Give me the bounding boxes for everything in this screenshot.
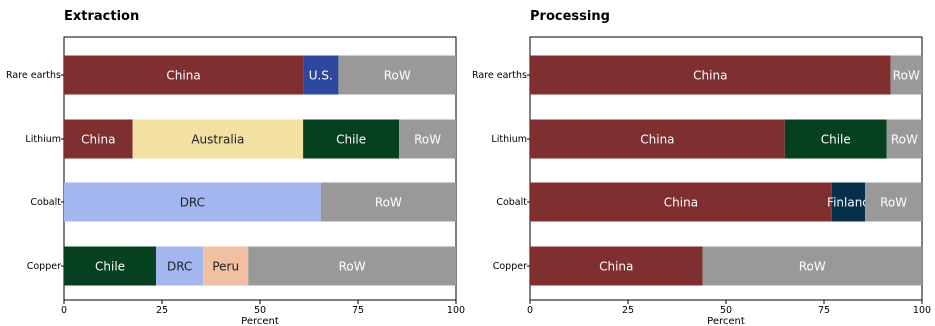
bar-segment-label: Chile <box>95 260 125 274</box>
x-tick-label: 25 <box>622 305 634 316</box>
bar-segment-label: RoW <box>339 260 366 274</box>
bar-segment-label: RoW <box>414 133 441 147</box>
category-labels-processing: Rare earths Lithium Cobalt Copper <box>472 70 527 272</box>
category-label: Lithium <box>491 134 527 145</box>
bars-processing: China RoW China Chile RoW China Finland RoW Chin… <box>527 55 922 286</box>
bar-segment <box>203 246 249 286</box>
bar-segment <box>530 119 785 159</box>
bar-segment <box>64 182 321 222</box>
x-tick-label: 100 <box>913 305 931 316</box>
bar-segment <box>530 246 703 286</box>
x-axis-extraction: 0 25 50 75 100 Percent <box>61 300 465 326</box>
bar-segment <box>886 119 922 159</box>
category-label: Rare earths <box>472 70 527 81</box>
bar-segment <box>831 182 866 222</box>
bar-segment <box>865 182 922 222</box>
x-tick-label: 75 <box>352 305 364 316</box>
bar-segment <box>156 246 204 286</box>
category-labels-extraction: Rare earths Lithium Cobalt Copper <box>6 70 61 272</box>
category-label: Cobalt <box>30 197 61 208</box>
category-label: Rare earths <box>6 70 61 81</box>
x-tick-label: 25 <box>156 305 168 316</box>
bar-segment <box>530 182 832 222</box>
bar-segment <box>64 246 157 286</box>
category-label: Cobalt <box>496 197 527 208</box>
bar-segment <box>64 55 304 95</box>
panel-processing: Processing China RoW China Chile RoW China Fin… <box>472 9 931 326</box>
x-axis-label: Percent <box>241 316 279 326</box>
bar-segment-label: RoW <box>384 69 411 83</box>
bar-segment <box>248 246 456 286</box>
bar-segment <box>338 55 456 95</box>
bar-segment <box>303 55 339 95</box>
bar-segment-label: RoW <box>893 69 920 83</box>
bar-segment-label: Peru <box>212 260 239 274</box>
category-label: Lithium <box>25 134 61 145</box>
bar-segment-label: China <box>81 133 115 147</box>
bar-segment <box>530 55 891 95</box>
bar-segment <box>784 119 887 159</box>
bar-segment-label: China <box>166 69 200 83</box>
x-tick-label: 0 <box>61 305 67 316</box>
bar-segment-label: China <box>599 260 633 274</box>
bar-segment-label: RoW <box>891 133 918 147</box>
bar-segment-label: China <box>640 133 674 147</box>
bar-segment <box>132 119 304 159</box>
bar-segment <box>303 119 400 159</box>
bar-segment-label: China <box>664 196 698 210</box>
bar-segment <box>702 246 922 286</box>
bar-segment <box>64 119 133 159</box>
x-tick-label: 50 <box>720 305 732 316</box>
bar-segment-label: China <box>693 69 727 83</box>
x-tick-label: 50 <box>254 305 266 316</box>
bar-segment <box>399 119 456 159</box>
bar-segment-label: DRC <box>167 260 192 274</box>
bar-segment-label: RoW <box>880 196 907 210</box>
bar-segment-label: DRC <box>180 196 205 210</box>
panel-title-extraction: Extraction <box>64 9 139 24</box>
category-label: Copper <box>493 261 527 272</box>
bar-segment-label: Chile <box>821 133 851 147</box>
bar-segment-label: U.S. <box>309 69 333 83</box>
x-tick-label: 0 <box>527 305 533 316</box>
x-tick-label: 75 <box>818 305 830 316</box>
bar-segment-label: RoW <box>799 260 826 274</box>
bars-extraction: China U.S. RoW China Australia Chile RoW DRC RoW… <box>61 55 456 286</box>
bar-segment <box>320 182 456 222</box>
bar-segment-label: Australia <box>191 133 244 147</box>
x-tick-label: 100 <box>447 305 465 316</box>
category-label: Copper <box>27 261 61 272</box>
x-axis-label: Percent <box>707 316 745 326</box>
bar-segment-label: RoW <box>375 196 402 210</box>
panel-title-processing: Processing <box>530 9 610 24</box>
bar-segment <box>890 55 922 95</box>
bar-segment-label: Finland <box>827 196 870 210</box>
bar-segment-label: Chile <box>336 133 366 147</box>
x-axis-processing: 0 25 50 75 100 Percent <box>527 300 931 326</box>
